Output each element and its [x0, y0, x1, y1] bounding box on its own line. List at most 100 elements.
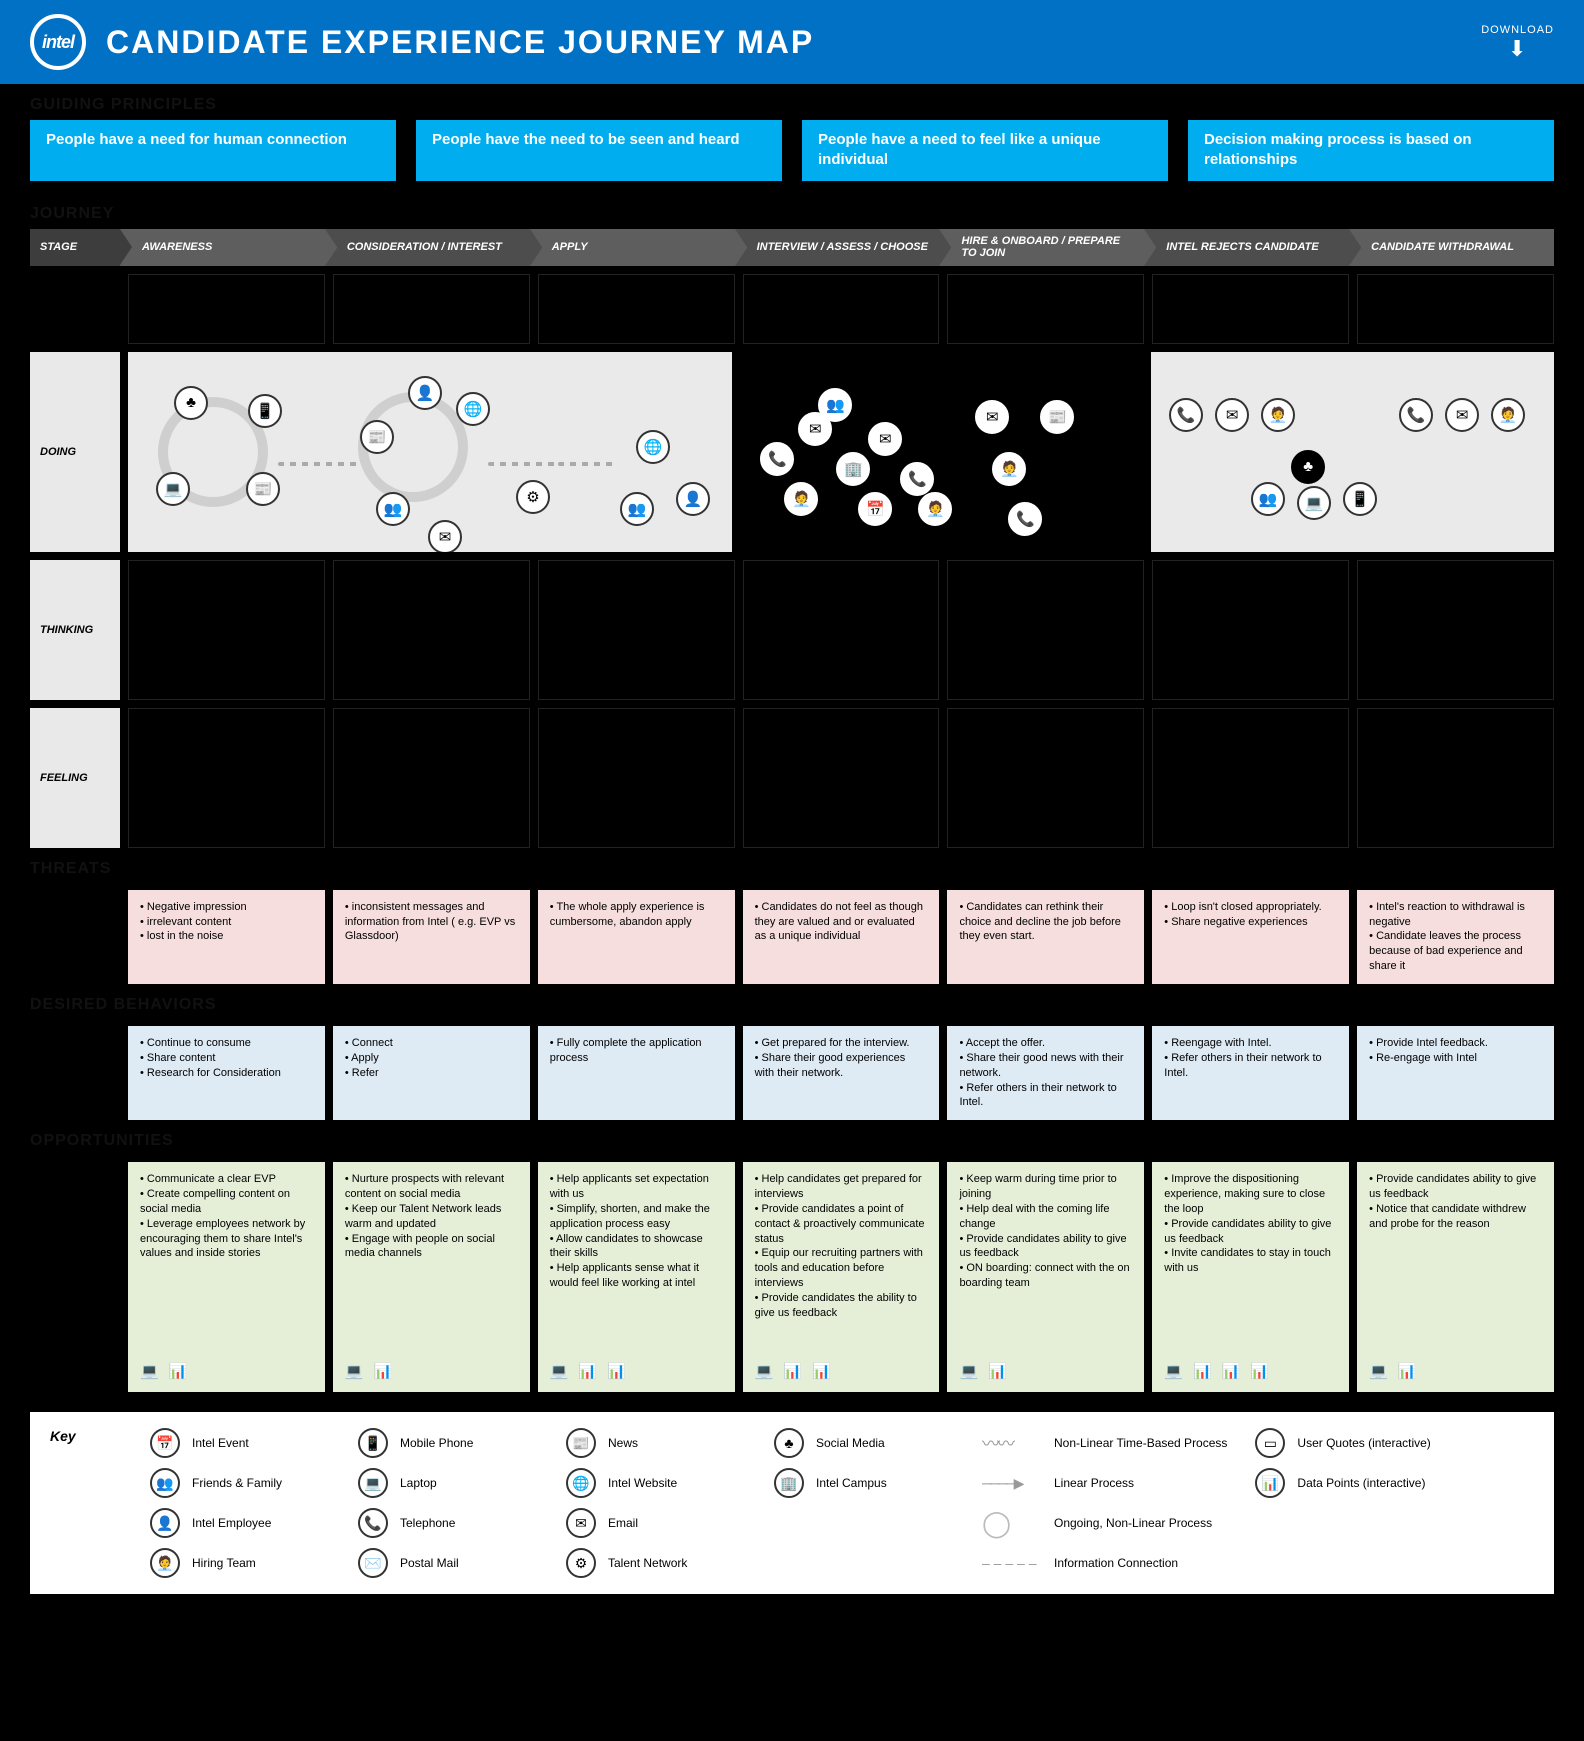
- data-point-icon[interactable]: 📊: [1222, 1362, 1241, 1382]
- data-point-icon[interactable]: 📊: [578, 1362, 597, 1382]
- info-card: Help candidates get prepared for intervi…: [743, 1162, 940, 1392]
- key-label-text: Hiring Team: [192, 1556, 256, 1570]
- data-point-icon[interactable]: 📊: [1193, 1362, 1212, 1382]
- data-point-icon[interactable]: 📊: [607, 1362, 626, 1382]
- download-button[interactable]: DOWNLOAD ⬇: [1481, 24, 1554, 60]
- matrix-cell[interactable]: [743, 274, 940, 344]
- matrix-cell[interactable]: [333, 708, 530, 848]
- info-card: Communicate a clear EVPCreate compelling…: [128, 1162, 325, 1392]
- friends-icon: 👥: [818, 388, 852, 422]
- matrix-cell[interactable]: [128, 708, 325, 848]
- opp-icons[interactable]: 💻 📊 📊: [755, 1362, 831, 1382]
- matrix-cell[interactable]: [947, 708, 1144, 848]
- info-card: Intel's reaction to withdrawal is negati…: [1357, 890, 1554, 984]
- info-bullet: Refer others in their network to Intel.: [959, 1081, 1132, 1111]
- campus-icon: 🏢: [836, 452, 870, 486]
- data-point-icon[interactable]: 💻: [1164, 1362, 1183, 1382]
- key-label-text: News: [608, 1436, 638, 1450]
- matrix-cell[interactable]: [333, 274, 530, 344]
- key-item: ♣Social Media: [774, 1428, 954, 1458]
- opp-icons[interactable]: 💻📊: [959, 1362, 1006, 1382]
- hiring-team-icon: 🧑‍💼: [992, 452, 1026, 486]
- key-item: Linear Process: [982, 1468, 1227, 1498]
- data-point-icon[interactable]: 💻: [755, 1362, 774, 1382]
- data-point-icon[interactable]: 💻: [550, 1362, 569, 1382]
- data-point-icon[interactable]: 💻: [1369, 1362, 1388, 1382]
- matrix-cell[interactable]: [538, 560, 735, 700]
- data-point-icon[interactable]: 💻: [345, 1362, 364, 1382]
- data-point-icon[interactable]: 📊: [169, 1362, 188, 1382]
- info-card: Candidates can rethink their choice and …: [947, 890, 1144, 984]
- info-card: ConnectApplyRefer: [333, 1026, 530, 1120]
- matrix-cell[interactable]: [1152, 274, 1349, 344]
- matrix-cell[interactable]: [743, 560, 940, 700]
- data-point-icon[interactable]: 📊: [812, 1362, 831, 1382]
- info-bullet: Provide candidates a point of contact & …: [755, 1202, 928, 1247]
- info-bullet: Share negative experiences: [1164, 915, 1337, 930]
- matrix-cell[interactable]: [538, 274, 735, 344]
- matrix-cell[interactable]: [947, 274, 1144, 344]
- data-point-icon[interactable]: 💻: [140, 1362, 159, 1382]
- data-point-icon[interactable]: 📊: [783, 1362, 802, 1382]
- stage-arrow: HIRE & ONBOARD / PREPARE TO JOIN: [939, 229, 1144, 266]
- stage-arrow: CANDIDATE WITHDRAWAL: [1349, 229, 1554, 266]
- info-bullet: Provide candidates ability to give us fe…: [1164, 1217, 1337, 1247]
- key-label-text: Intel Event: [192, 1436, 249, 1450]
- info-bullet: Reengage with Intel.: [1164, 1036, 1337, 1051]
- opp-icons[interactable]: 💻 📊 📊: [550, 1362, 626, 1382]
- key-label-text: User Quotes (interactive): [1297, 1436, 1430, 1450]
- matrix-cell[interactable]: [743, 708, 940, 848]
- info-card: Keep warm during time prior to joiningHe…: [947, 1162, 1144, 1392]
- opp-icons[interactable]: 💻📊: [140, 1362, 187, 1382]
- info-card: Help applicants set expectation with usS…: [538, 1162, 735, 1392]
- matrix-cell[interactable]: [128, 274, 325, 344]
- email-icon: ✉: [868, 422, 902, 456]
- matrix-cell[interactable]: [1357, 274, 1554, 344]
- opp-icons[interactable]: 💻📊: [345, 1362, 392, 1382]
- key-title: Key: [50, 1428, 110, 1578]
- info-card: Continue to consumeShare contentResearch…: [128, 1026, 325, 1120]
- news-icon: 📰: [360, 420, 394, 454]
- info-bullet: Provide candidates ability to give us fe…: [959, 1232, 1132, 1262]
- info-bullet: ON boarding: connect with the on boardin…: [959, 1261, 1132, 1291]
- matrix-cell[interactable]: [1152, 708, 1349, 848]
- matrix-cell[interactable]: [538, 708, 735, 848]
- website-icon: 🌐: [636, 430, 670, 464]
- matrix-cell[interactable]: [128, 560, 325, 700]
- matrix-cell[interactable]: [333, 560, 530, 700]
- key-icon: 📅: [150, 1428, 180, 1458]
- principle-card: People have the need to be seen and hear…: [416, 120, 782, 181]
- info-card: The whole apply experience is cumbersome…: [538, 890, 735, 984]
- matrix-cell[interactable]: [1152, 560, 1349, 700]
- info-bullet: Simplify, shorten, and make the applicat…: [550, 1202, 723, 1232]
- matrix-cell[interactable]: [1357, 560, 1554, 700]
- info-bullet: Loop isn't closed appropriately.: [1164, 900, 1337, 915]
- principles-row: People have a need for human connection …: [0, 120, 1584, 193]
- data-point-icon[interactable]: 📊: [1398, 1362, 1417, 1382]
- info-bullet: Refer others in their network to Intel.: [1164, 1051, 1337, 1081]
- info-bullet: inconsistent messages and information fr…: [345, 900, 518, 945]
- key-icon: ✉: [566, 1508, 596, 1538]
- key-icon: 👥: [150, 1468, 180, 1498]
- info-bullet: Keep warm during time prior to joining: [959, 1172, 1132, 1202]
- opp-icons[interactable]: 💻 📊 📊 📊: [1164, 1362, 1269, 1382]
- stage-label: STAGE: [30, 229, 120, 266]
- hiring-team-icon: 🧑‍💼: [1491, 398, 1525, 432]
- page-title: CANDIDATE EXPERIENCE JOURNEY MAP: [106, 24, 1481, 61]
- data-point-icon[interactable]: 📊: [1250, 1362, 1269, 1382]
- info-card: inconsistent messages and information fr…: [333, 890, 530, 984]
- opp-icons[interactable]: 💻📊: [1369, 1362, 1416, 1382]
- key-item: 👥Friends & Family: [150, 1468, 330, 1498]
- info-card: Loop isn't closed appropriately.Share ne…: [1152, 890, 1349, 984]
- data-point-icon[interactable]: 📊: [988, 1362, 1007, 1382]
- key-icon: 👤: [150, 1508, 180, 1538]
- key-label-text: Data Points (interactive): [1297, 1476, 1425, 1490]
- data-point-icon[interactable]: 💻: [959, 1362, 978, 1382]
- matrix-cell[interactable]: [947, 560, 1144, 700]
- key-item: ⚙Talent Network: [566, 1548, 746, 1578]
- data-point-icon[interactable]: 📊: [374, 1362, 393, 1382]
- key-label-text: Intel Website: [608, 1476, 677, 1490]
- info-bullet: Get prepared for the interview.: [755, 1036, 928, 1051]
- info-bullet: Re-engage with Intel: [1369, 1051, 1542, 1066]
- matrix-cell[interactable]: [1357, 708, 1554, 848]
